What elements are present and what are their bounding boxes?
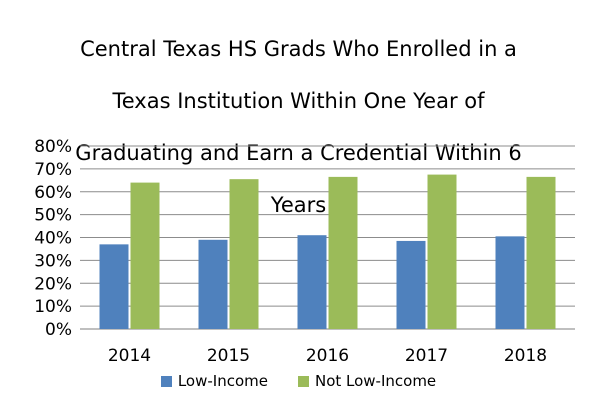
bar-low-income-2015 [198,239,228,329]
bar-low-income-2018 [495,236,525,329]
x-tick-label: 2016 [306,346,349,366]
chart-title-line-2: Texas Institution Within One Year of [112,89,485,113]
y-tick-label: 10% [34,297,72,317]
legend-swatch-not-low-income [297,375,309,387]
chart-title-line-1: Central Texas HS Grads Who Enrolled in a [80,37,517,61]
chart-title-line-4: Years [270,193,327,217]
y-tick-label: 40% [34,229,72,249]
bar-not-low-income-2014 [130,182,160,329]
y-tick-label: 50% [34,206,72,226]
y-tick-label: 80% [34,137,72,157]
chart-legend: Low-Income Not Low-Income [0,372,597,390]
legend-label-low-income: Low-Income [177,372,268,390]
chart-title: Central Texas HS Grads Who Enrolled in a… [20,10,577,244]
bar-low-income-2016 [297,235,327,329]
bar-not-low-income-2016 [328,176,358,329]
x-tick-label: 2015 [207,346,250,366]
y-tick-label: 70% [34,160,72,180]
legend-item-not-low-income: Not Low-Income [297,372,437,390]
y-tick-label: 0% [45,320,72,340]
bar-low-income-2017 [396,240,426,329]
bar-low-income-2014 [99,244,129,329]
chart-title-line-3: Graduating and Earn a Credential Within … [75,141,522,165]
x-tick-label: 2014 [108,346,151,366]
legend-swatch-low-income [160,375,172,387]
x-tick-label: 2017 [405,346,448,366]
y-tick-label: 30% [34,251,72,271]
x-tick-label: 2018 [504,346,547,366]
bar-not-low-income-2015 [229,179,259,329]
legend-label-not-low-income: Not Low-Income [314,372,437,390]
legend-item-low-income: Low-Income [160,372,268,390]
bar-not-low-income-2017 [427,174,457,329]
y-tick-label: 20% [34,274,72,294]
y-tick-label: 60% [34,183,72,203]
bar-not-low-income-2018 [526,176,556,329]
